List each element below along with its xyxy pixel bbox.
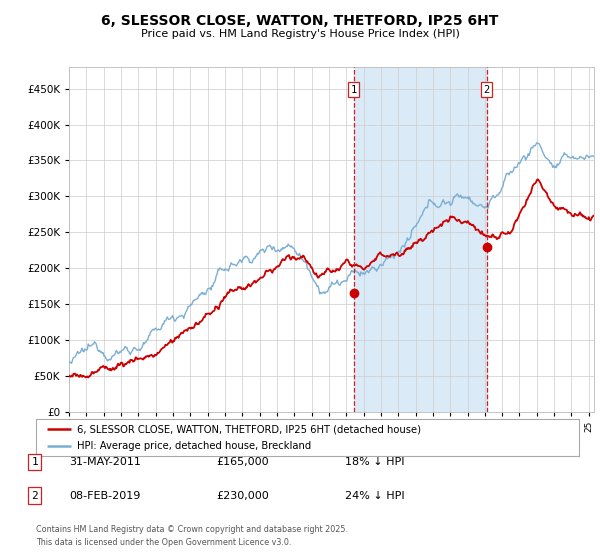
Text: 18% ↓ HPI: 18% ↓ HPI (345, 457, 404, 467)
Text: 08-FEB-2019: 08-FEB-2019 (69, 491, 140, 501)
Text: £230,000: £230,000 (216, 491, 269, 501)
Text: Contains HM Land Registry data © Crown copyright and database right 2025.: Contains HM Land Registry data © Crown c… (36, 525, 348, 534)
Text: 24% ↓ HPI: 24% ↓ HPI (345, 491, 404, 501)
Bar (353, 67, 487, 412)
Text: HPI: Average price, detached house, Breckland: HPI: Average price, detached house, Brec… (77, 441, 311, 451)
Text: 2: 2 (31, 491, 38, 501)
Text: This data is licensed under the Open Government Licence v3.0.: This data is licensed under the Open Gov… (36, 538, 292, 547)
Text: 2: 2 (484, 85, 490, 95)
Text: 1: 1 (350, 85, 356, 95)
Text: Price paid vs. HM Land Registry's House Price Index (HPI): Price paid vs. HM Land Registry's House … (140, 29, 460, 39)
Text: 1: 1 (31, 457, 38, 467)
Text: 6, SLESSOR CLOSE, WATTON, THETFORD, IP25 6HT (detached house): 6, SLESSOR CLOSE, WATTON, THETFORD, IP25… (77, 424, 421, 434)
Text: 6, SLESSOR CLOSE, WATTON, THETFORD, IP25 6HT: 6, SLESSOR CLOSE, WATTON, THETFORD, IP25… (101, 14, 499, 28)
Text: 31-MAY-2011: 31-MAY-2011 (69, 457, 141, 467)
Text: £165,000: £165,000 (216, 457, 269, 467)
